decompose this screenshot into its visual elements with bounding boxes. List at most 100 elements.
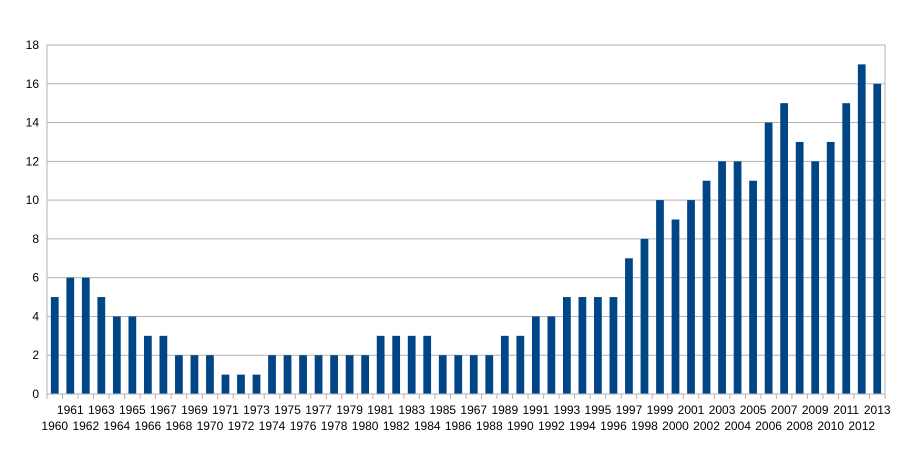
y-tick-label: 2 (32, 348, 39, 362)
x-tick-label: 1997 (616, 403, 643, 417)
x-tick-label: 2002 (693, 419, 720, 433)
bar-1986 (454, 355, 463, 394)
bar-1984 (423, 335, 432, 394)
x-tick-label: 1965 (119, 403, 146, 417)
bar-2009 (811, 161, 820, 394)
x-tick-label: 1970 (197, 419, 224, 433)
y-tick-label: 18 (26, 38, 40, 52)
x-tick-label: 1982 (383, 419, 410, 433)
bar-1988 (485, 355, 494, 394)
x-tick-label: 1996 (600, 419, 627, 433)
bar-1966 (143, 335, 152, 394)
bar-2006 (764, 122, 773, 395)
bar-1987 (469, 355, 478, 394)
x-tick-label: 1985 (429, 403, 456, 417)
x-tick-label: 2012 (848, 419, 875, 433)
bar-1989 (500, 335, 509, 394)
x-tick-label: 2005 (740, 403, 767, 417)
bar-1997 (625, 258, 633, 394)
bar-2007 (780, 103, 789, 395)
bar-1994 (578, 297, 587, 394)
x-tick-label: 1993 (554, 403, 581, 417)
y-tick-label: 0 (32, 387, 39, 401)
bar-2010 (826, 141, 835, 394)
bar-1982 (392, 335, 401, 394)
bar-1979 (345, 355, 354, 394)
bar-2012 (857, 64, 866, 394)
x-tick-label: 1977 (305, 403, 332, 417)
bar-1977 (314, 355, 323, 394)
x-tick-label: 1986 (445, 419, 472, 433)
y-tick-label: 14 (26, 116, 40, 130)
bar-1970 (206, 355, 214, 394)
bar-1968 (175, 355, 183, 394)
y-tick-label: 10 (26, 193, 40, 207)
bar-1961 (66, 277, 75, 394)
bar-1981 (376, 335, 385, 394)
y-tick-label: 8 (32, 232, 39, 246)
x-tick-label: 1966 (135, 419, 162, 433)
bar-1991 (531, 316, 540, 394)
bar-1990 (516, 335, 525, 394)
bar-1973 (252, 374, 261, 394)
x-tick-label: 1999 (647, 403, 674, 417)
x-tick-label: 2009 (802, 403, 829, 417)
bar-1962 (81, 277, 90, 394)
bar-1975 (283, 355, 292, 394)
plot-frame (46, 44, 886, 395)
x-tick-label: 2013 (864, 403, 891, 417)
bar-1960 (50, 297, 59, 394)
x-tick-label: 1979 (336, 403, 363, 417)
x-tick-label: 1963 (88, 403, 115, 417)
x-tick-label: 2001 (678, 403, 705, 417)
bar-1996 (609, 297, 618, 394)
y-tick-label: 12 (26, 154, 40, 168)
bar-1992 (547, 316, 556, 394)
bar-2011 (842, 103, 851, 395)
bar-1976 (299, 355, 307, 394)
bar-2008 (795, 141, 804, 394)
bar-1993 (562, 297, 571, 394)
x-tick-label: 1967 (150, 403, 177, 417)
bar-2002 (702, 180, 711, 394)
bar-1967 (159, 335, 168, 394)
bar-1972 (237, 374, 245, 394)
bar-1974 (268, 355, 276, 394)
bar-1999 (656, 200, 664, 394)
x-tick-label: 1962 (72, 419, 99, 433)
x-tick-label: 2004 (724, 419, 751, 433)
y-tick-label: 4 (32, 309, 39, 323)
x-tick-label: 2007 (771, 403, 798, 417)
bar-1978 (330, 355, 338, 394)
x-tick-label: 1973 (243, 403, 270, 417)
x-tick-label: 1989 (491, 403, 518, 417)
bar-2004 (733, 161, 742, 394)
x-tick-label: 2000 (662, 419, 689, 433)
bar-1998 (640, 238, 649, 394)
x-tick-label: 1967 (460, 403, 487, 417)
x-tick-label: 1984 (414, 419, 441, 433)
x-tick-label: 2008 (786, 419, 813, 433)
x-tick-label: 1964 (103, 419, 130, 433)
x-tick-label: 2006 (755, 419, 782, 433)
x-tick-label: 1998 (631, 419, 658, 433)
bar-1971 (221, 374, 230, 394)
bar-1980 (361, 355, 370, 394)
bar-1963 (97, 297, 106, 394)
x-tick-label: 2003 (709, 403, 736, 417)
x-tick-label: 2011 (833, 403, 859, 417)
bar-2001 (687, 200, 695, 394)
y-axis-tick-labels: 0 2 4 6 8 10 12 14 16 18 (26, 38, 40, 401)
bar-2005 (749, 180, 757, 394)
x-tick-label: 1995 (585, 403, 612, 417)
x-tick-label: 1994 (569, 419, 596, 433)
x-tick-label: 1992 (538, 419, 565, 433)
x-tick-label: 1991 (522, 403, 549, 417)
y-tick-label: 6 (32, 271, 39, 285)
y-tick-label: 16 (26, 77, 40, 91)
gridlines (47, 44, 885, 395)
bar-2013 (873, 83, 882, 395)
x-tick-label: 1960 (41, 419, 68, 433)
bar-1983 (407, 335, 416, 394)
